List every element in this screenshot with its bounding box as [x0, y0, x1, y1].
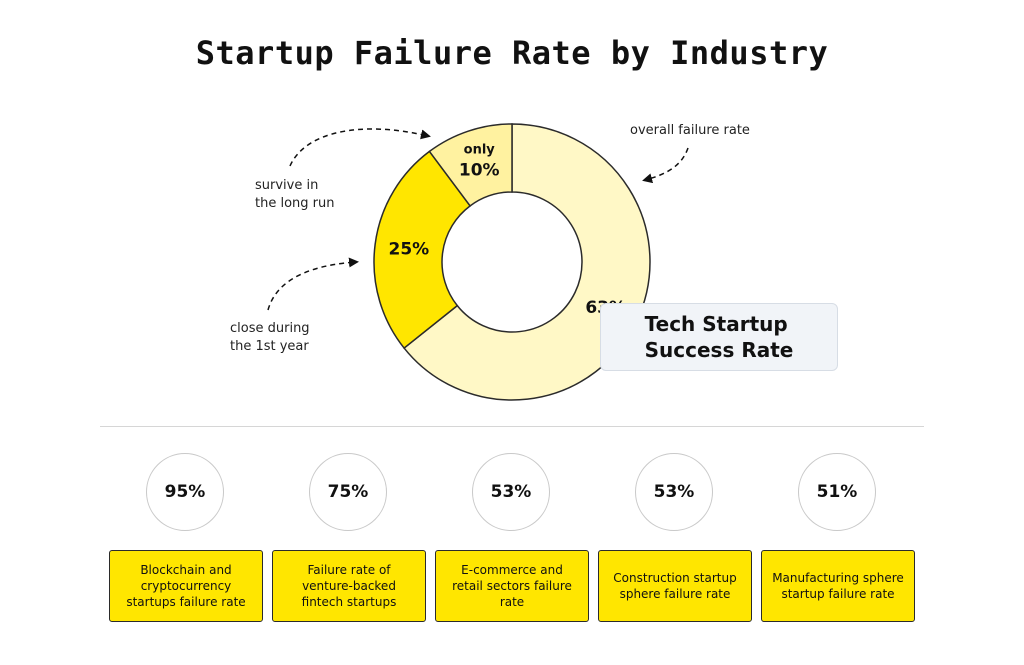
donut-slice-63 — [403, 123, 651, 401]
stat-label-box: Failure rate of venture-backed fintech s… — [272, 550, 426, 622]
stat-label-box: Blockchain and cryptocurrency startups f… — [109, 550, 263, 622]
stat-value-circle: 95% — [146, 453, 224, 531]
slice-label-25: 25% — [389, 240, 430, 260]
slice-label-10: 10% — [459, 160, 500, 180]
annotation-close-first-year: close during the 1st year — [230, 321, 314, 354]
stat-label: Manufacturing sphere startup failure rat… — [772, 571, 904, 601]
stat-label: Failure rate of venture-backed fintech s… — [301, 563, 397, 609]
slice-label-prefix: only — [464, 142, 496, 157]
tech-startup-success-rate-callout: Tech Startup Success Rate — [600, 303, 838, 371]
stat-value-circle: 53% — [635, 453, 713, 531]
stat-label-box: Manufacturing sphere startup failure rat… — [761, 550, 915, 622]
stat-label: Blockchain and cryptocurrency startups f… — [126, 563, 246, 609]
donut-slice-10 — [428, 123, 513, 207]
stat-label-box: E-commerce and retail sectors failure ra… — [435, 550, 589, 622]
annotation-overall-failure-rate: overall failure rate — [630, 123, 750, 138]
stat-value-circle: 51% — [798, 453, 876, 531]
callout-text: Tech Startup Success Rate — [644, 312, 794, 362]
section-divider — [100, 426, 924, 427]
stat-label-box: Construction startup sphere failure rate — [598, 550, 752, 622]
stat-value-circle: 75% — [309, 453, 387, 531]
arrow-survive — [289, 128, 431, 167]
arrow-close-first-year — [267, 257, 359, 311]
stat-label: Construction startup sphere failure rate — [613, 571, 737, 601]
donut-slice-25 — [373, 150, 472, 350]
page-title: Startup Failure Rate by Industry — [195, 34, 829, 72]
annotation-survive: survive in the long run — [255, 178, 334, 211]
stat-value-circle: 53% — [472, 453, 550, 531]
stat-label: E-commerce and retail sectors failure ra… — [452, 563, 572, 609]
arrow-overall-failure-rate — [642, 147, 689, 184]
